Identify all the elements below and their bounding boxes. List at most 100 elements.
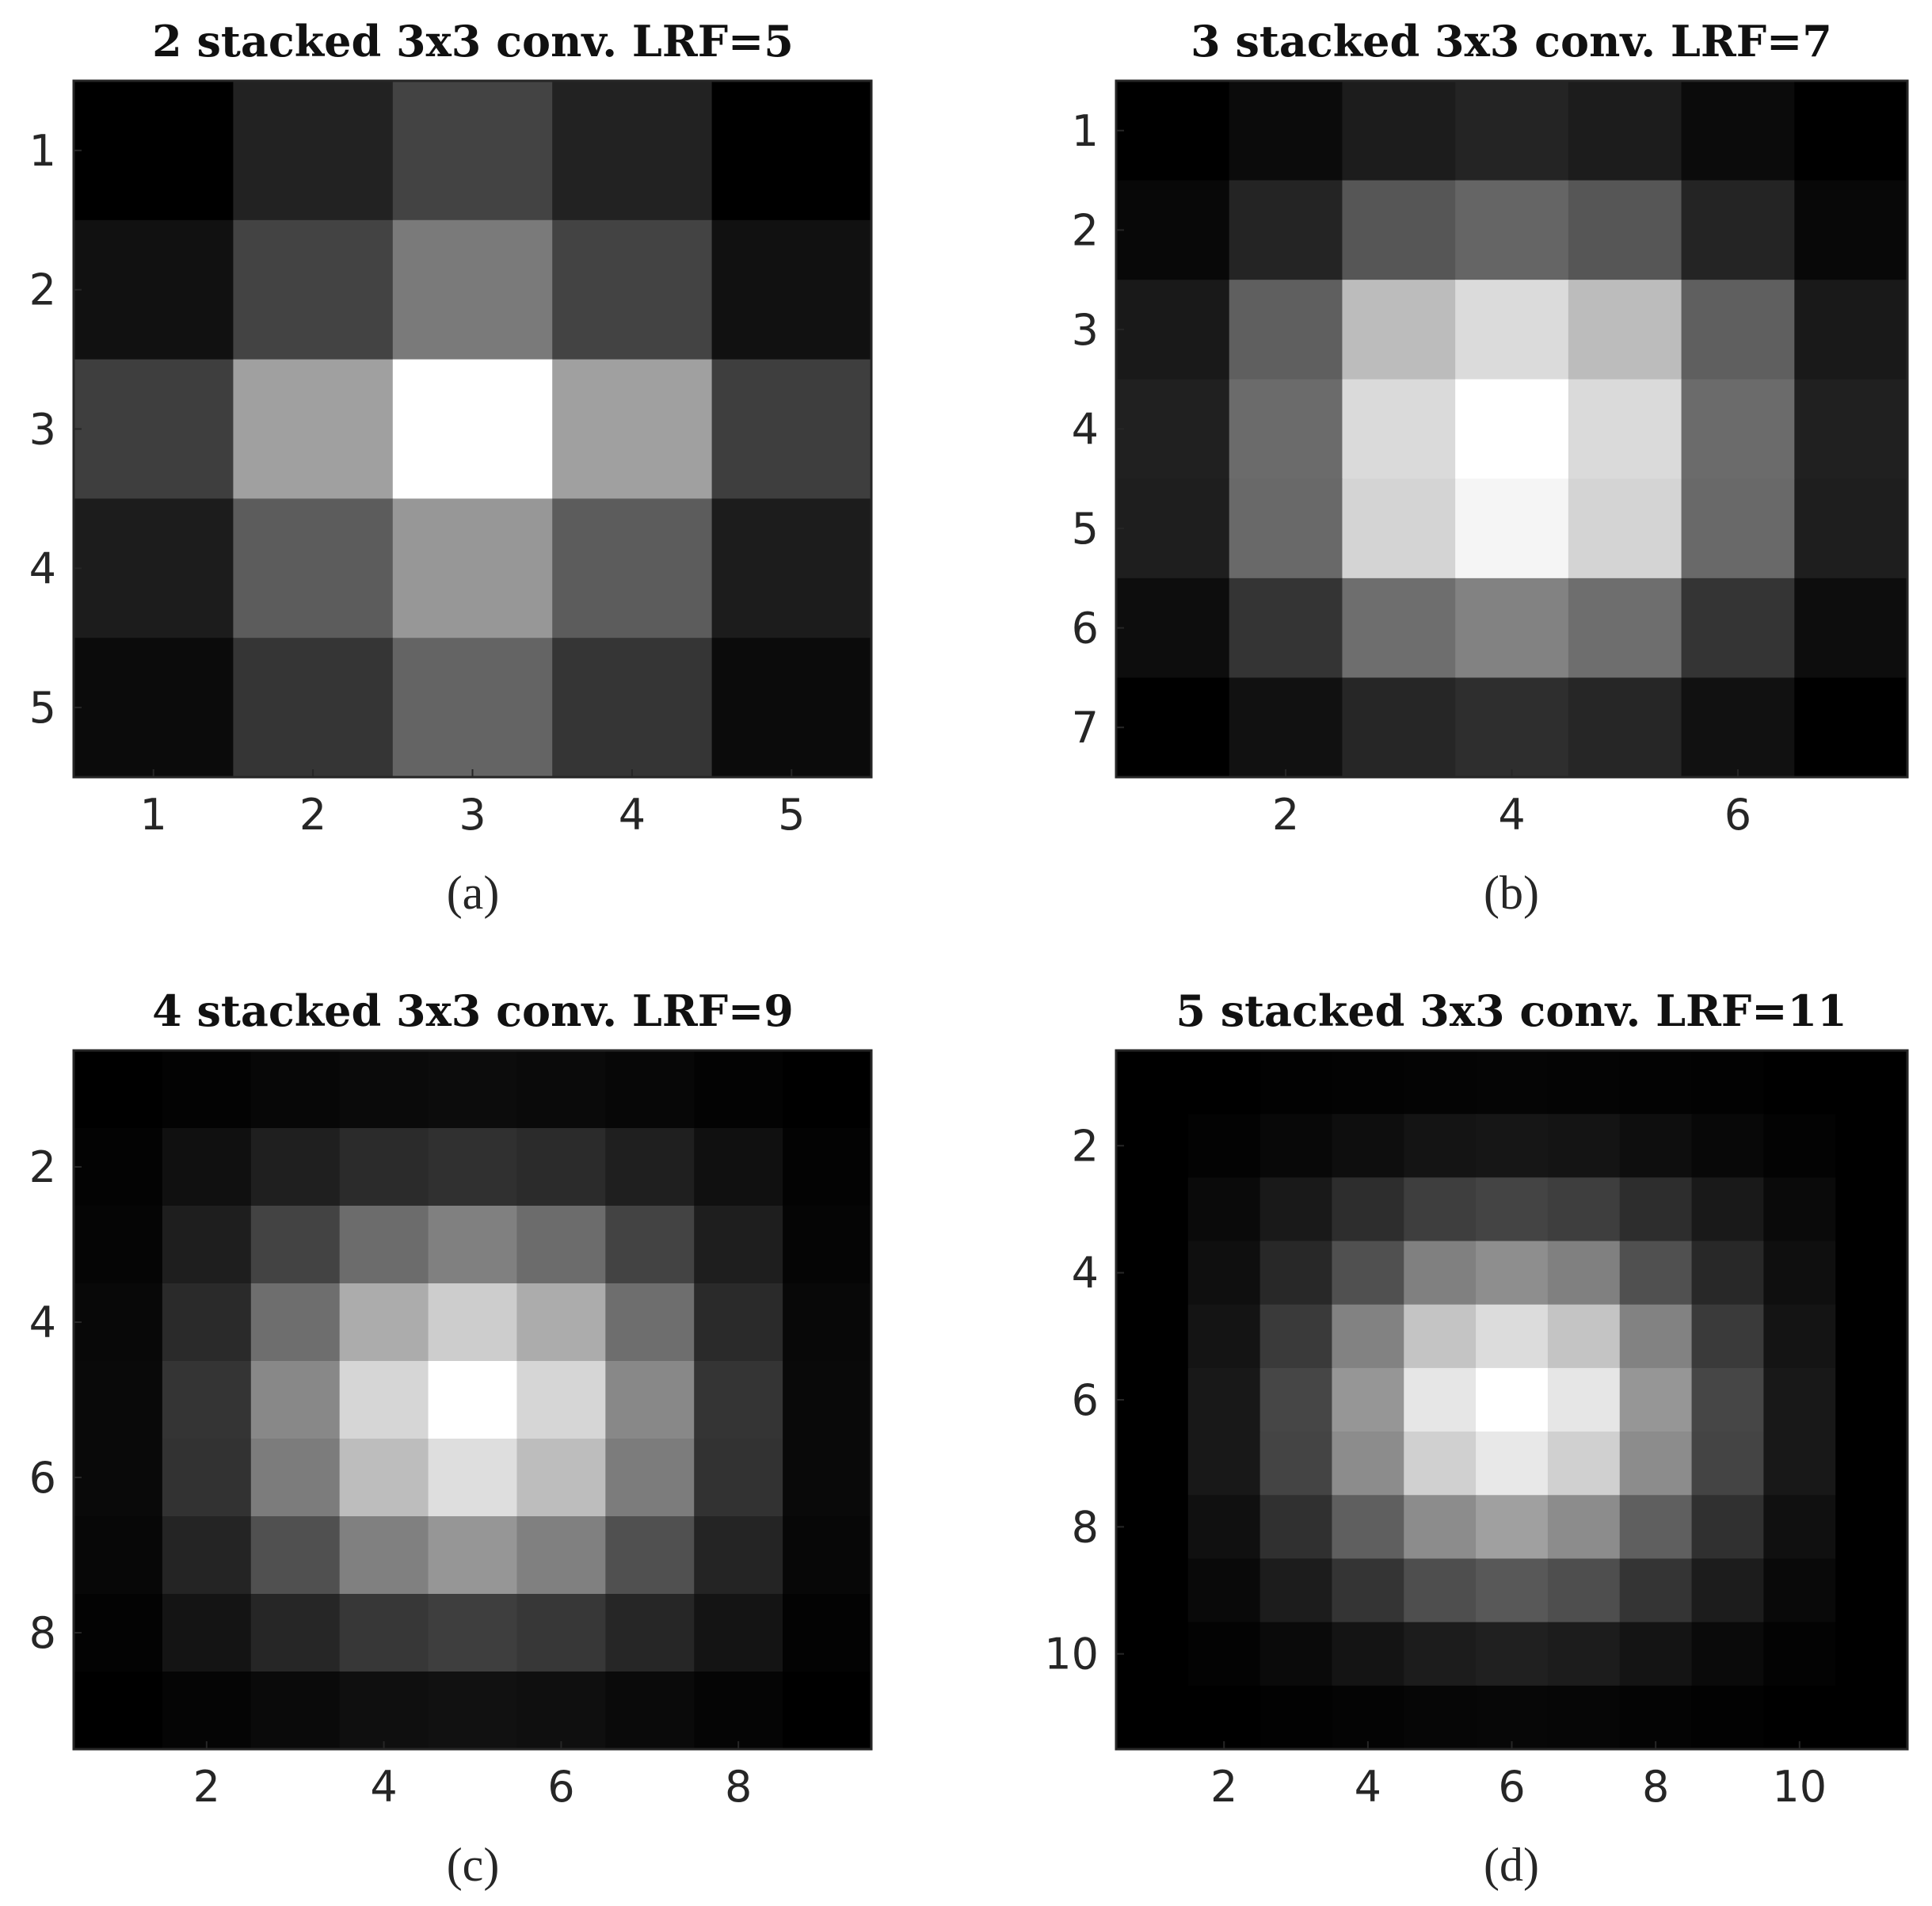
- heatmap-cell: [1229, 379, 1343, 479]
- heatmap-cell: [1691, 1241, 1764, 1306]
- heatmap-cell: [1835, 1114, 1908, 1178]
- heatmap-cell: [1619, 1367, 1693, 1432]
- x-tick-label: 8: [1642, 1762, 1669, 1812]
- heatmap-cell: [1455, 379, 1569, 479]
- heatmap-cell: [516, 1361, 606, 1439]
- heatmap-cell: [1116, 478, 1230, 579]
- heatmap-cell: [1332, 1367, 1404, 1432]
- heatmap-cell: [516, 1516, 606, 1595]
- heatmap-cell: [428, 1361, 518, 1439]
- heatmap-cell: [516, 1594, 606, 1672]
- x-tick-label: 1: [140, 790, 167, 840]
- heatmap-cell: [1332, 1685, 1404, 1750]
- heatmap-cell: [1229, 478, 1343, 579]
- heatmap-cell: [1342, 180, 1456, 280]
- heatmap-cell: [1691, 1177, 1764, 1242]
- y-tick-label: 10: [1044, 1630, 1099, 1679]
- y-tick-label: 5: [29, 683, 56, 733]
- heatmap-cell: [1259, 1367, 1333, 1432]
- heatmap-cell: [783, 1672, 872, 1750]
- heatmap-cell: [1116, 1558, 1189, 1623]
- heatmap-cell: [1568, 280, 1682, 380]
- heatmap-cell: [1455, 180, 1569, 280]
- heatmap-cell: [1116, 1685, 1189, 1750]
- heatmap-cell: [1794, 280, 1908, 380]
- heatmap-cell: [1229, 677, 1343, 778]
- heatmap-cell: [1835, 1495, 1908, 1560]
- heatmap-cell: [605, 1439, 695, 1517]
- heatmap-cell: [1404, 1050, 1477, 1115]
- heatmap-cell: [1547, 1495, 1621, 1560]
- heatmap-cell: [1835, 1685, 1908, 1750]
- heatmap-cell: [428, 1439, 518, 1517]
- heatmap-cells: [74, 1050, 872, 1750]
- heatmap-cell: [783, 1050, 872, 1129]
- heatmap-cell: [1404, 1431, 1477, 1496]
- y-tick-label: 2: [1072, 1121, 1099, 1171]
- heatmap-cell: [1342, 379, 1456, 479]
- heatmap-cell: [250, 1672, 341, 1750]
- x-tick-label: 6: [1724, 790, 1751, 840]
- heatmap-cell: [1619, 1114, 1693, 1178]
- heatmap-cell: [162, 1206, 252, 1284]
- heatmap-cell: [1187, 1304, 1261, 1369]
- heatmap-cell: [428, 1672, 518, 1750]
- panel-caption: (d): [1484, 1839, 1539, 1891]
- heatmap-cell: [1619, 1304, 1693, 1369]
- heatmap-cell: [1691, 1304, 1764, 1369]
- x-tick-label: 6: [547, 1762, 574, 1812]
- heatmap-cell: [516, 1206, 606, 1284]
- heatmap-cell: [694, 1672, 783, 1750]
- heatmap-cell: [339, 1283, 429, 1362]
- heatmap-cell: [1691, 1622, 1764, 1687]
- heatmap-panel-b: 3 stacked 3x3 conv. LRF=7 2 4 6 1 2 3 4 5 6 7 (b): [1072, 16, 1909, 919]
- heatmap-cell: [250, 1361, 341, 1439]
- heatmap-cell: [1116, 81, 1230, 181]
- heatmap-cell: [1619, 1431, 1693, 1496]
- heatmap-cell: [1259, 1304, 1333, 1369]
- heatmap-cell: [711, 498, 872, 639]
- heatmap-cell: [1404, 1622, 1477, 1687]
- heatmap-cell: [694, 1050, 783, 1129]
- heatmap-cell: [1835, 1558, 1908, 1623]
- heatmap-cell: [711, 219, 872, 360]
- heatmap-cell: [1116, 1622, 1189, 1687]
- heatmap-cell: [1332, 1177, 1404, 1242]
- heatmap-cell: [1619, 1685, 1693, 1750]
- heatmap-cell: [1332, 1495, 1404, 1560]
- heatmap-cell: [783, 1128, 872, 1206]
- heatmap-cell: [162, 1594, 252, 1672]
- heatmap-cell: [1259, 1495, 1333, 1560]
- heatmap-cell: [1835, 1367, 1908, 1432]
- heatmap-cell: [1187, 1558, 1261, 1623]
- heatmap-cell: [233, 359, 394, 499]
- heatmap-cell: [783, 1516, 872, 1595]
- y-tick-label: 2: [29, 265, 56, 315]
- heatmap-cell: [783, 1439, 872, 1517]
- axis-ticks: 2 4 6 1 2 3 4 5 6 7: [1072, 106, 1751, 840]
- heatmap-cell: [1763, 1367, 1836, 1432]
- heatmap-cell: [552, 359, 713, 499]
- heatmap-cell: [1619, 1622, 1693, 1687]
- y-tick-label: 7: [1072, 703, 1099, 753]
- heatmap-cell: [428, 1594, 518, 1672]
- heatmap-cell: [694, 1206, 783, 1284]
- heatmap-cell: [1835, 1622, 1908, 1687]
- x-tick-label: 4: [1498, 790, 1525, 840]
- heatmap-cell: [605, 1594, 695, 1672]
- heatmap-cell: [516, 1283, 606, 1362]
- heatmap-cell: [162, 1128, 252, 1206]
- heatmap-cell: [250, 1594, 341, 1672]
- heatmap-cell: [1476, 1050, 1549, 1115]
- y-tick-label: 6: [29, 1453, 56, 1503]
- heatmap-cell: [233, 638, 394, 778]
- x-tick-label: 6: [1498, 1762, 1525, 1812]
- x-tick-label: 8: [725, 1762, 752, 1812]
- heatmap-cell: [339, 1361, 429, 1439]
- heatmap-cell: [1116, 1241, 1189, 1306]
- x-tick-label: 3: [459, 790, 486, 840]
- heatmap-cell: [1763, 1114, 1836, 1178]
- y-tick-label: 2: [29, 1142, 56, 1192]
- heatmap-cell: [516, 1672, 606, 1750]
- heatmap-cell: [1229, 180, 1343, 280]
